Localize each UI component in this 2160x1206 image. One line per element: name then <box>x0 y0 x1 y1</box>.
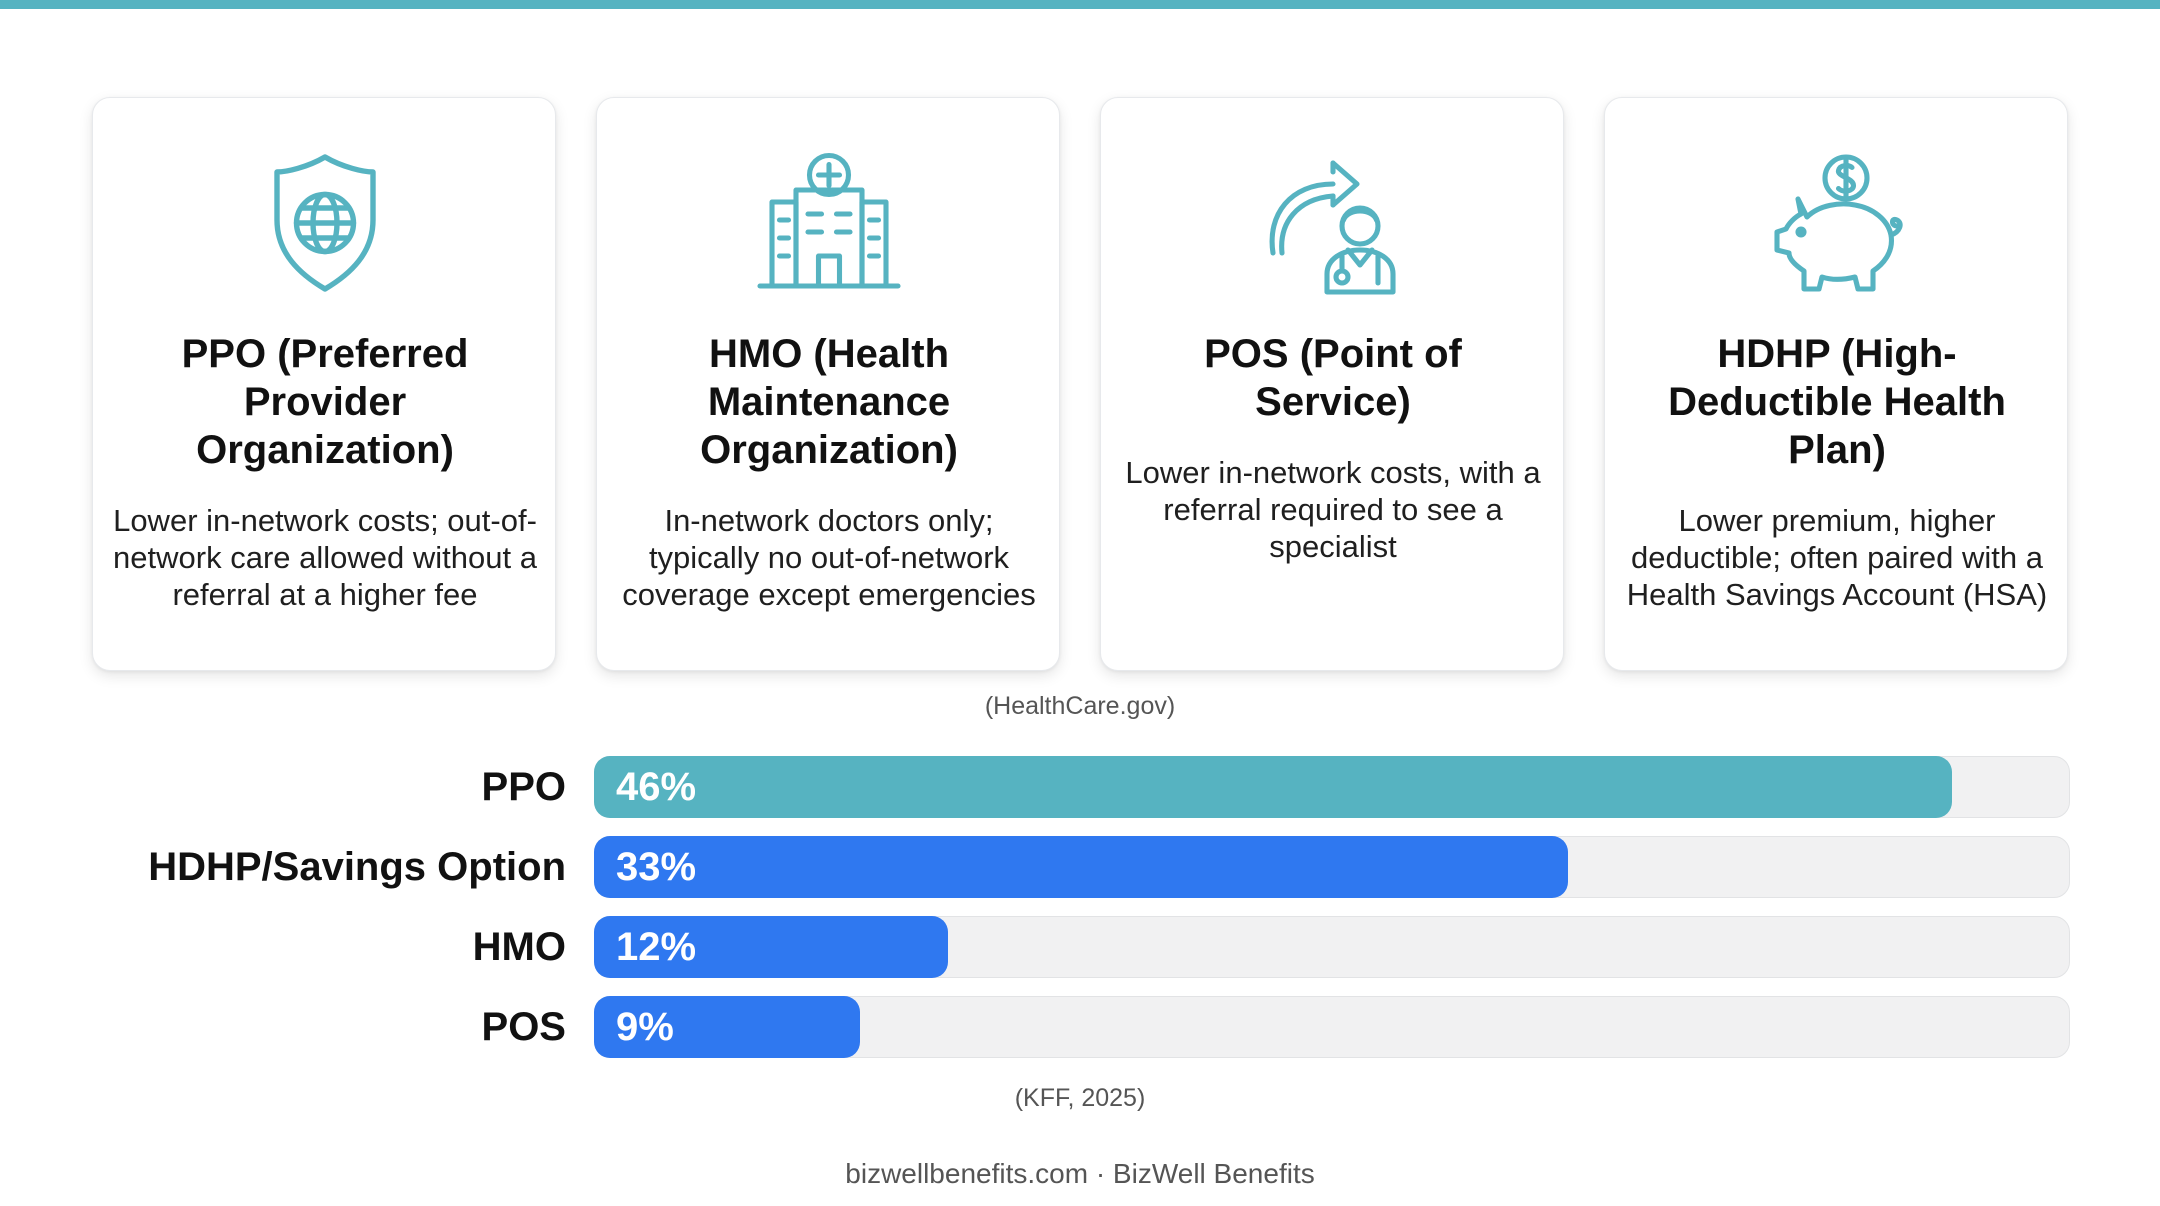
bar-value-label: 33% <box>616 845 697 889</box>
cards-source: (HealthCare.gov) <box>984 692 1176 720</box>
shield-globe-icon <box>250 148 400 298</box>
bar-value-label: 46% <box>616 765 697 809</box>
card-title: PPO (Preferred Provider Organization) <box>181 332 469 472</box>
bar-row: PPO 46% <box>0 756 2160 818</box>
plan-cards: PPO (Preferred Provider Organization) Lo… <box>92 97 2070 671</box>
bar-category-label: HDHP/Savings Option <box>148 845 566 889</box>
bar: 9% <box>594 996 860 1058</box>
bar-category-label: POS <box>481 1005 566 1049</box>
card-pos: POS (Point of Service) Lower in-network … <box>1100 97 1564 671</box>
top-accent-bar <box>0 0 2160 9</box>
bar-value-label: 9% <box>616 1005 674 1049</box>
bar-chart: PPO 46% HDHP/Savings Option 33% HMO 12% POS 9% <box>0 756 2160 1060</box>
referral-doctor-icon <box>1258 148 1408 298</box>
card-description: In-network doctors only; typically no ou… <box>622 503 1036 612</box>
bar-value-label: 12% <box>616 925 697 969</box>
bar-category-label: PPO <box>481 765 566 809</box>
piggy-bank-dollar-icon <box>1762 148 1912 298</box>
hospital-icon <box>754 148 904 298</box>
card-title: POS (Point of Service) <box>1204 332 1462 424</box>
bar: 33% <box>594 836 1568 898</box>
card-hdhp: HDHP (High-Deductible Health Plan) Lower… <box>1604 97 2068 671</box>
card-title: HDHP (High-Deductible Health Plan) <box>1668 332 2006 472</box>
card-description: Lower premium, higher deductible; often … <box>1626 503 2048 612</box>
bar-category-label: HMO <box>472 925 566 969</box>
card-title: HMO (Health Maintenance Organization) <box>700 332 958 472</box>
bar-row: HMO 12% <box>0 916 2160 978</box>
bar-row: HDHP/Savings Option 33% <box>0 836 2160 898</box>
card-description: Lower in-network costs, with a referral … <box>1125 455 1541 564</box>
card-description: Lower in-network costs; out-of-network c… <box>113 503 537 612</box>
card-ppo: PPO (Preferred Provider Organization) Lo… <box>92 97 556 671</box>
card-hmo: HMO (Health Maintenance Organization) In… <box>596 97 1060 671</box>
bar: 12% <box>594 916 948 978</box>
bar: 46% <box>594 756 1952 818</box>
chart-source: (KFF, 2025) <box>1014 1084 1146 1112</box>
footer: bizwellbenefits.com · BizWell Benefits <box>845 1158 1315 1189</box>
bar-row: POS 9% <box>0 996 2160 1058</box>
